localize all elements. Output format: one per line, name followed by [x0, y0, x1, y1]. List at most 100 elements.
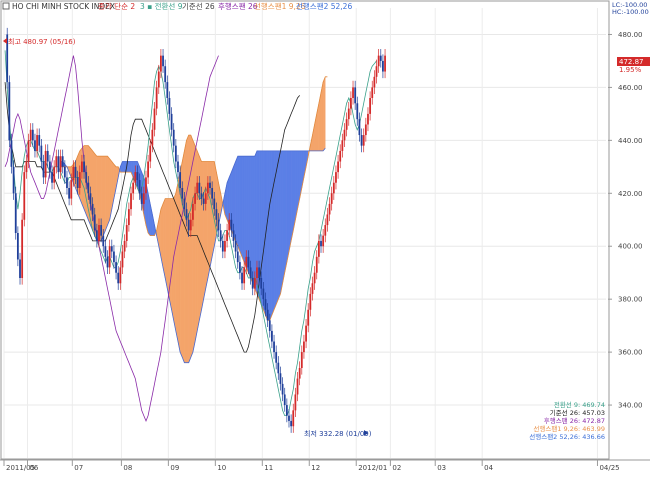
- candle-body: [326, 214, 329, 226]
- candles: [6, 27, 386, 433]
- candle-body: [377, 55, 380, 67]
- x-tick-label: 11: [264, 464, 273, 472]
- candle-body: [211, 188, 214, 199]
- legend-chikou: 후행스팬 26: [218, 1, 258, 11]
- cloud-segment: [284, 150, 288, 273]
- candle-body: [29, 129, 32, 141]
- candle-body: [283, 394, 286, 406]
- high-annotation: 최고 480.97 (05/16): [3, 37, 76, 46]
- candle-body: [375, 66, 378, 77]
- candle-body: [300, 352, 303, 368]
- candle-body: [72, 166, 75, 181]
- candle-body: [23, 172, 26, 220]
- candle-body: [95, 230, 98, 241]
- candle-body: [307, 309, 310, 326]
- y-tick-label: 460.00: [618, 84, 643, 92]
- candle-body: [155, 87, 158, 109]
- candle-body: [234, 240, 237, 252]
- candle-body: [85, 172, 88, 183]
- candle-body: [343, 129, 346, 141]
- cloud-segment: [239, 156, 243, 257]
- candle-body: [247, 256, 250, 268]
- x-tick-label: 09: [170, 464, 179, 472]
- cloud-segment: [107, 155, 110, 226]
- cloud-segment: [169, 198, 172, 310]
- candle-body: [34, 140, 36, 151]
- readout-line: 후행스팬 26: 472.87: [544, 416, 605, 425]
- cloud-segment: [252, 156, 256, 289]
- candle-body: [285, 405, 288, 416]
- candle-body: [189, 219, 192, 231]
- candle-body: [221, 240, 224, 252]
- candle-body: [217, 219, 220, 231]
- cloud-segment: [186, 134, 189, 363]
- candle-body: [68, 188, 71, 199]
- candle-body: [230, 219, 233, 231]
- candle-body: [93, 214, 96, 231]
- candle-body: [157, 71, 160, 88]
- candle-body: [371, 87, 374, 98]
- candle-body: [219, 230, 222, 241]
- y-tick-label: 440.00: [618, 137, 643, 145]
- candle-body: [31, 129, 34, 141]
- cloud-segment: [164, 198, 168, 289]
- candle-body: [251, 278, 254, 289]
- high-label: 최고 480.97 (05/16): [8, 37, 76, 46]
- candle-body: [202, 198, 205, 204]
- candle-body: [164, 66, 167, 83]
- legend-box-icon[interactable]: [2, 2, 10, 10]
- candle-body: [106, 256, 109, 268]
- candle-body: [8, 82, 11, 141]
- cloud-segment: [237, 156, 241, 252]
- candle-body: [198, 182, 201, 194]
- cloud-segment: [103, 156, 106, 236]
- candle-body: [364, 124, 367, 136]
- y-tick-label: 420.00: [618, 190, 643, 198]
- low-label: 최저 332.28 (01/09): [304, 429, 372, 438]
- candle-body: [174, 145, 177, 162]
- candle-body: [166, 82, 169, 98]
- candle-body: [87, 182, 90, 194]
- candle-body: [81, 161, 83, 173]
- candle-body: [76, 177, 79, 188]
- candle-body: [382, 60, 384, 72]
- cloud-segment: [173, 193, 177, 331]
- candle-body: [16, 233, 19, 260]
- candle-body: [130, 193, 132, 210]
- candle-body: [162, 55, 164, 67]
- cloud-segment: [271, 150, 275, 316]
- candle-body: [91, 203, 94, 215]
- ichimoku-cloud: [60, 76, 328, 364]
- candle-body: [362, 135, 365, 146]
- candle-body: [322, 235, 325, 247]
- candle-body: [14, 193, 17, 233]
- candle-body: [57, 156, 60, 173]
- cloud-segment: [235, 156, 238, 247]
- candle-body: [115, 262, 117, 273]
- cloud-segment: [267, 150, 270, 321]
- candle-body: [290, 420, 293, 427]
- plot-frame: [0, 0, 610, 460]
- chikou-line: [4, 55, 219, 422]
- cloud-segment: [275, 150, 279, 305]
- candle-body: [315, 256, 318, 273]
- candle-body: [384, 55, 386, 72]
- candle-body: [256, 267, 258, 278]
- candle-body: [78, 172, 81, 188]
- cloud-segment: [269, 150, 273, 321]
- candle-body: [108, 246, 111, 268]
- candle-body: [132, 182, 135, 194]
- candle-body: [27, 140, 30, 162]
- candle-body: [63, 166, 66, 178]
- readout-line: 선행스팬1 9,26: 463.99: [533, 424, 605, 433]
- candle-body: [292, 410, 295, 427]
- cloud-segment: [201, 161, 204, 310]
- candle-body: [46, 150, 49, 162]
- candle-body: [66, 177, 68, 188]
- candle-body: [294, 394, 297, 411]
- candle-body: [249, 267, 252, 278]
- candle-body: [98, 225, 100, 241]
